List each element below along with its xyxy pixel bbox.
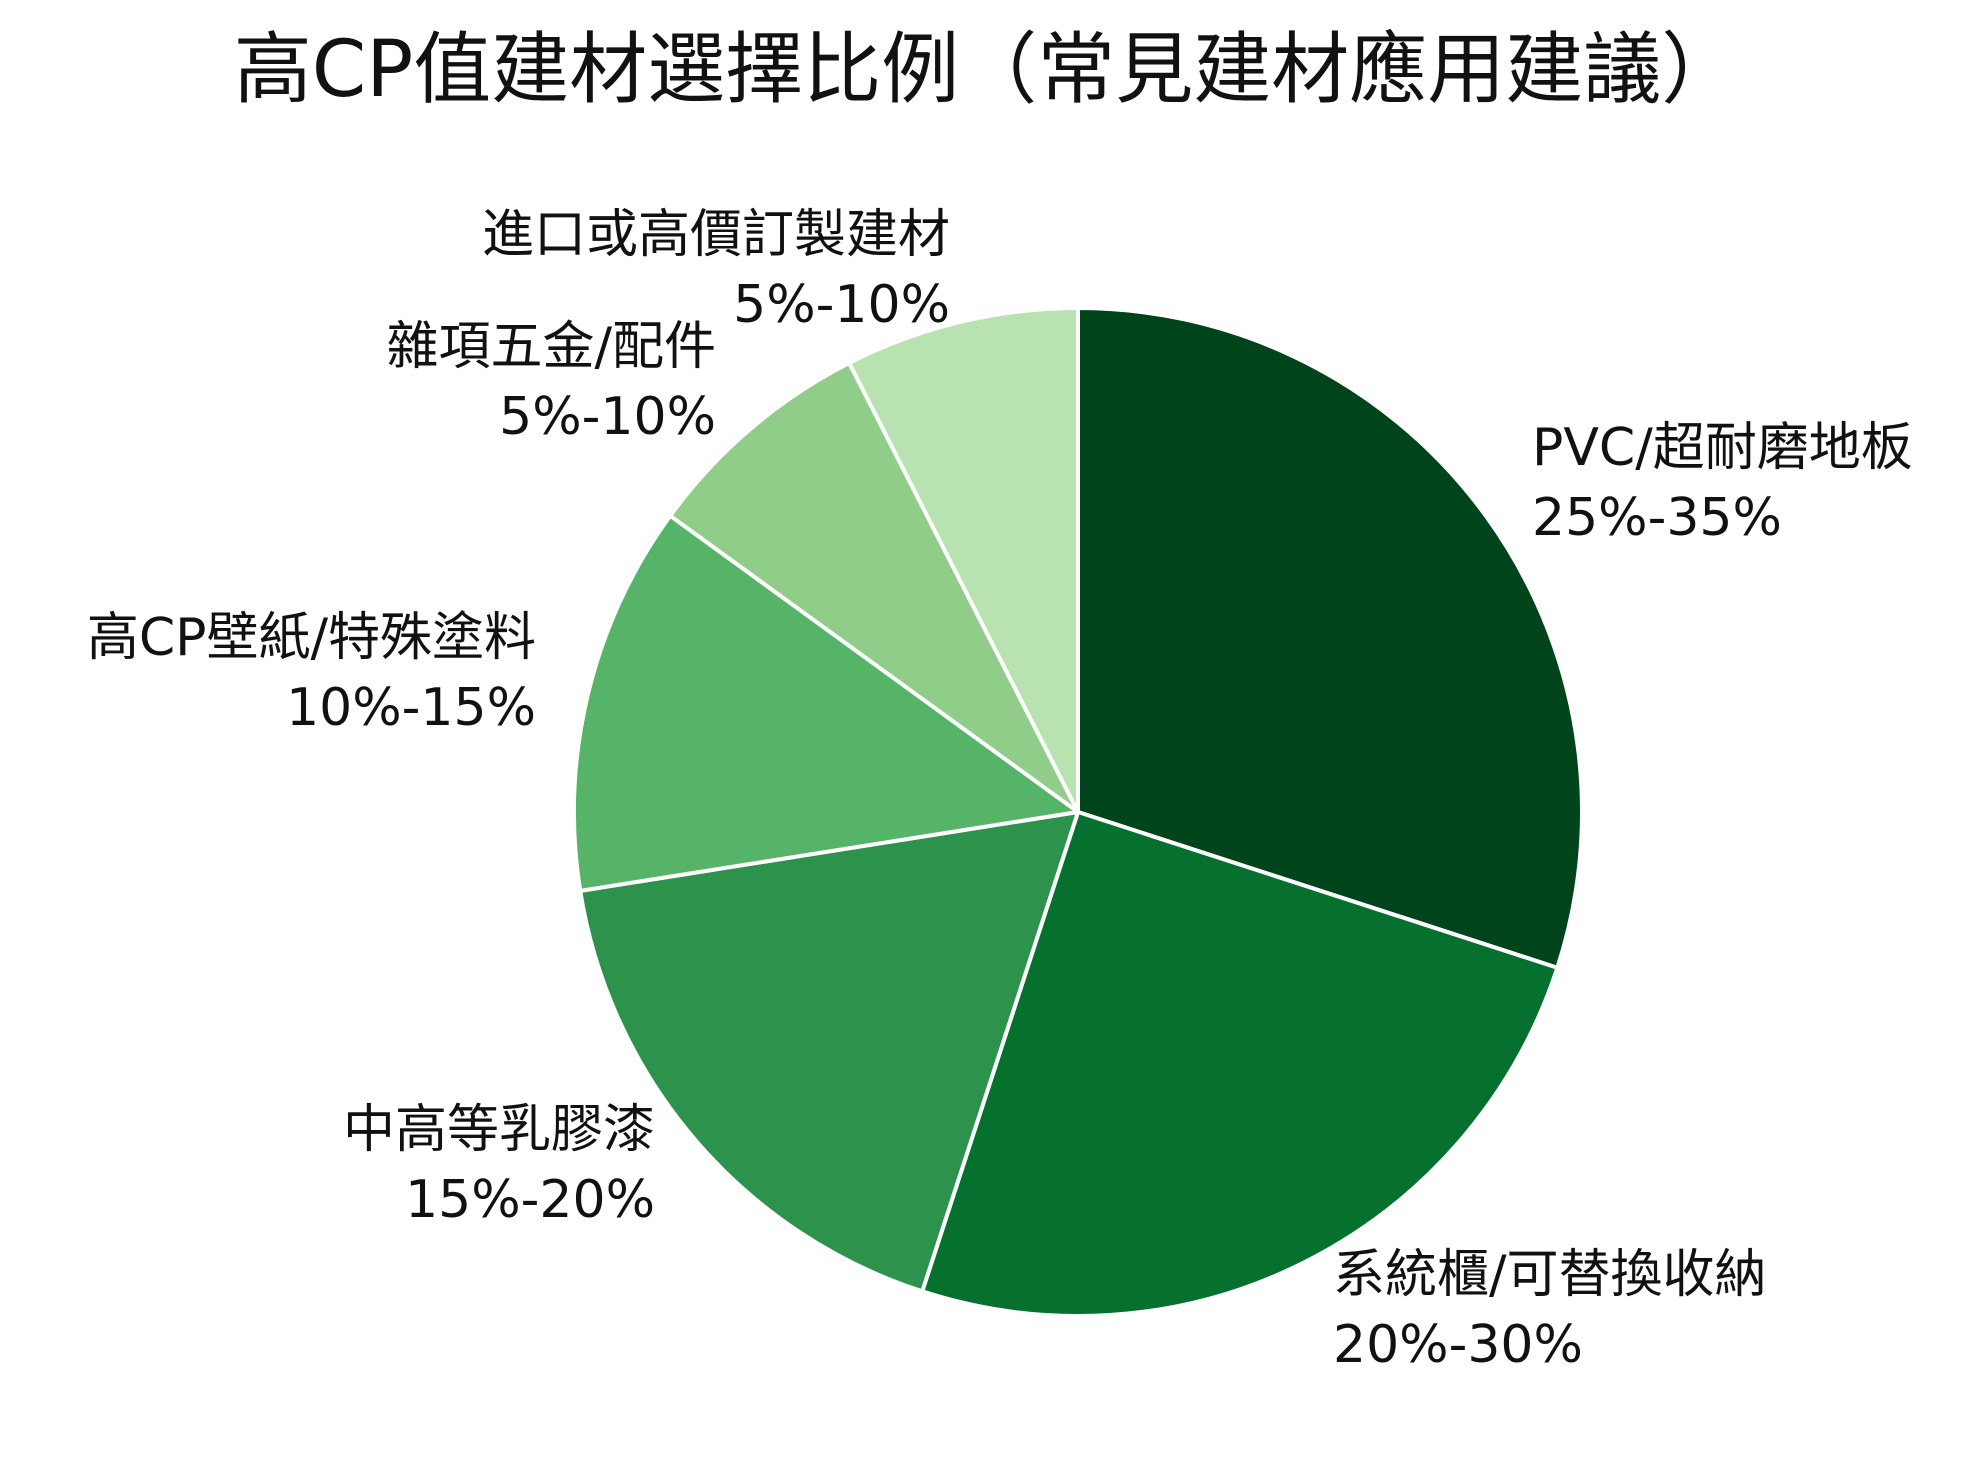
pie-slice-imported-custom <box>847 306 1080 814</box>
pie-slice-hardware-accessories <box>668 360 1080 814</box>
slice-percent-range: 10%-15% <box>286 678 536 738</box>
slice-label-pvc-flooring: PVC/超耐磨地板 25%-35% <box>1532 413 1913 553</box>
slice-name: 中高等乳膠漆 <box>342 1100 655 1160</box>
slice-name: 高CP壁紙/特殊塗料 <box>86 608 536 668</box>
slice-percent-range: 25%-35% <box>1532 488 1782 548</box>
slice-label-imported-custom: 進口或高價訂製建材 5%-10% <box>482 200 950 340</box>
slice-percent-range: 20%-30% <box>1333 1315 1583 1375</box>
slice-name: 系統櫃/可替換收納 <box>1333 1245 1767 1305</box>
slice-name: PVC/超耐磨地板 <box>1532 418 1913 478</box>
slice-percent-range: 5%-10% <box>499 387 716 447</box>
pie-slice-pvc-flooring <box>1076 306 1584 970</box>
pie-slice-system-cabinet <box>920 810 1560 1318</box>
slice-label-wallpaper-coating: 高CP壁紙/特殊塗料 10%-15% <box>87 603 536 743</box>
chart-title: 高CP值建材選擇比例（常見建材應用建議） <box>233 25 1740 115</box>
pie-slice-wallpaper-coating <box>572 513 1080 893</box>
slice-label-latex-paint: 中高等乳膠漆 15%-20% <box>343 1095 655 1235</box>
slice-label-system-cabinet: 系統櫃/可替換收納 20%-30% <box>1333 1240 1767 1380</box>
slice-percent-range: 5%-10% <box>733 275 950 335</box>
slice-name: 進口或高價訂製建材 <box>481 205 950 265</box>
slice-percent-range: 15%-20% <box>405 1170 655 1230</box>
slice-name: 雜項五金/配件 <box>386 317 716 377</box>
slice-label-hardware-accessories: 雜項五金/配件 5%-10% <box>386 312 716 452</box>
pie-slice-latex-paint <box>578 810 1080 1294</box>
